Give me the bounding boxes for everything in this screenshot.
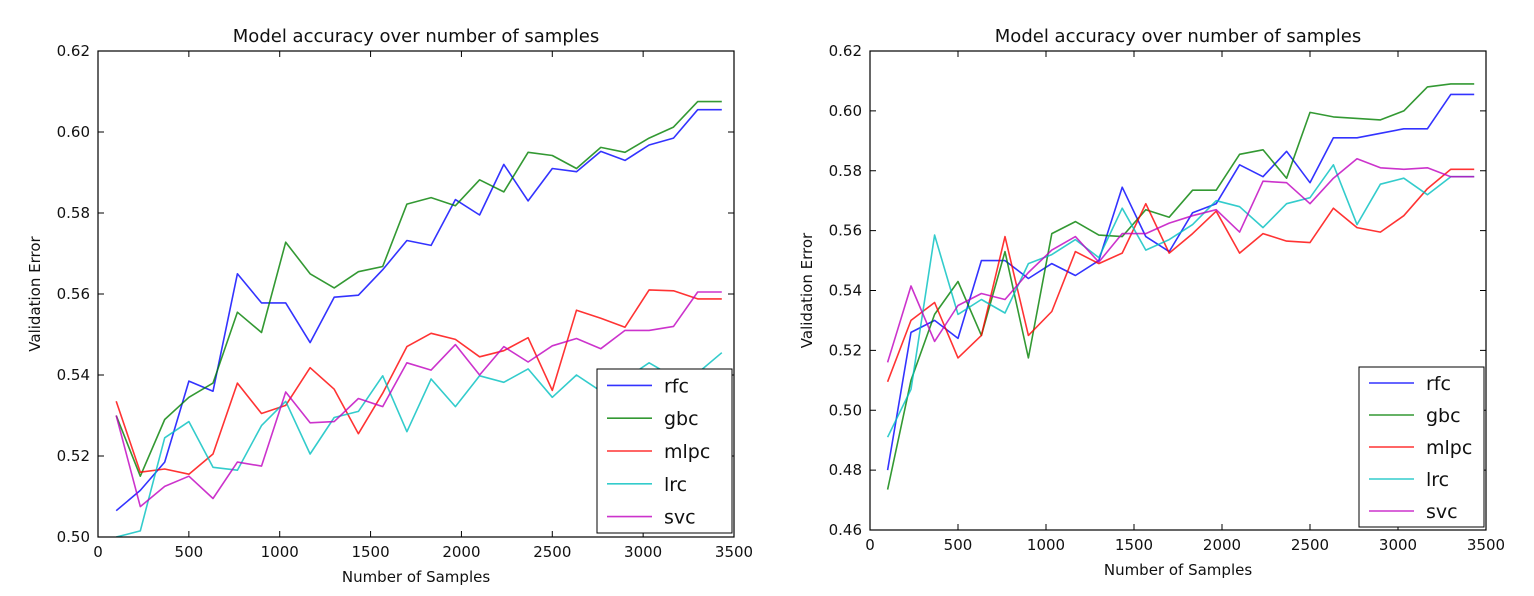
y-tick-label: 0.50	[57, 528, 90, 546]
y-tick-label: 0.58	[57, 204, 90, 222]
legend: rfc gbc mlpc lrc svc	[1358, 366, 1485, 528]
legend: rfc gbc mlpc lrc svc	[596, 368, 733, 534]
x-tick-label: 500	[175, 543, 204, 561]
x-tick-label: 1000	[261, 543, 299, 561]
x-tick-label: 1500	[1115, 536, 1153, 554]
legend-label-rfc: rfc	[664, 375, 689, 397]
chart-title: Model accuracy over number of samples	[233, 26, 599, 47]
series-line-mlpc	[886, 168, 1475, 383]
x-tick-label: 3500	[715, 543, 753, 561]
series-line-mlpc	[115, 289, 722, 476]
y-tick-label: 0.52	[829, 341, 862, 359]
series-line-svc	[886, 158, 1475, 363]
y-axis-label: Validation Error	[26, 235, 44, 351]
series-lines	[115, 100, 723, 537]
y-tick-label: 0.54	[57, 366, 90, 384]
y-tick-label: 0.56	[57, 285, 90, 303]
y-tick-label: 0.56	[829, 222, 862, 240]
y-tick-label: 0.48	[829, 461, 862, 479]
x-tick-label: 0	[93, 543, 103, 561]
legend-label-mlpc: mlpc	[1426, 437, 1472, 459]
x-tick-label: 2000	[1203, 536, 1241, 554]
y-tick-label: 0.60	[829, 102, 862, 120]
y-tick-label: 0.62	[57, 42, 90, 60]
legend-label-rfc: rfc	[1426, 373, 1451, 395]
y-tick-label: 0.52	[57, 447, 90, 465]
x-tick-label: 3000	[1379, 536, 1417, 554]
series-line-lrc	[886, 164, 1475, 438]
x-tick-label: 1000	[1027, 536, 1065, 554]
y-axis-label: Validation Error	[798, 232, 816, 348]
y-tick-label: 0.58	[829, 162, 862, 180]
y-tick-label: 0.50	[829, 401, 862, 419]
legend-label-mlpc: mlpc	[664, 441, 710, 463]
x-tick-label: 2000	[442, 543, 480, 561]
legend-label-lrc: lrc	[664, 474, 687, 496]
x-tick-label: 1500	[351, 543, 389, 561]
x-tick-label: 3000	[624, 543, 662, 561]
x-tick-label: 0	[865, 536, 875, 554]
y-tick-label: 0.46	[829, 521, 862, 539]
series-line-gbc	[115, 100, 722, 478]
x-tick-label: 3500	[1467, 536, 1505, 554]
series-lines	[886, 83, 1475, 490]
chart-2: Model accuracy over number of samples 0 50…	[798, 26, 1505, 579]
series-line-svc	[115, 291, 722, 508]
chart-title: Model accuracy over number of samples	[995, 26, 1361, 47]
y-tick-label: 0.54	[829, 282, 862, 300]
x-tick-label: 500	[944, 536, 973, 554]
x-tick-label: 2500	[533, 543, 571, 561]
y-tick-label: 0.60	[57, 123, 90, 141]
chart-1: Model accuracy over number of samples 0 50…	[26, 26, 753, 586]
legend-label-svc: svc	[664, 507, 696, 529]
x-axis-label: Number of Samples	[342, 568, 490, 586]
legend-label-gbc: gbc	[1426, 405, 1461, 427]
legend-label-lrc: lrc	[1426, 469, 1449, 491]
x-axis-label: Number of Samples	[1104, 561, 1252, 579]
legend-label-svc: svc	[1426, 501, 1458, 523]
y-tick-label: 0.62	[829, 42, 862, 60]
legend-label-gbc: gbc	[664, 408, 699, 430]
x-tick-label: 2500	[1291, 536, 1329, 554]
